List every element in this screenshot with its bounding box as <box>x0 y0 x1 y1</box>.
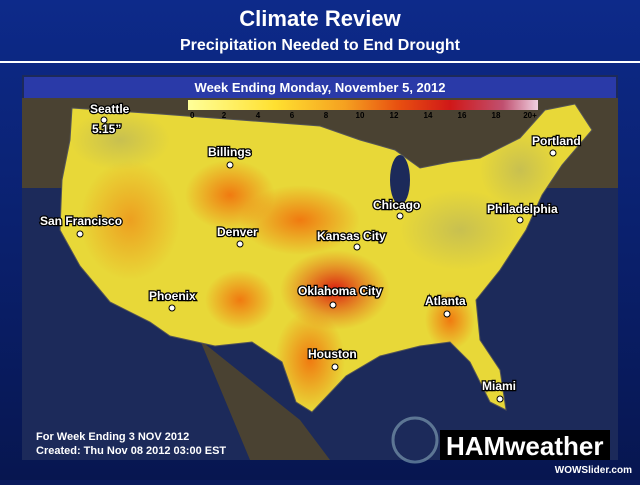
mexico <box>200 340 330 460</box>
city-value: 5.15” <box>92 122 121 136</box>
legend-label: 14 <box>424 111 433 120</box>
legend-label: 0 <box>190 111 195 120</box>
subtitle: Precipitation Needed to End Drought <box>180 37 461 54</box>
logo: HAMweather <box>446 431 603 461</box>
city-label: Chicago <box>373 198 420 212</box>
logo-icon <box>391 416 439 464</box>
city-label: Seattle <box>90 102 130 116</box>
legend-label: 20+ <box>523 111 537 120</box>
city-dot <box>331 363 339 371</box>
city-dot <box>100 116 108 124</box>
city-label: Miami <box>482 379 516 393</box>
legend-label: 2 <box>222 111 227 120</box>
city-label: Phoenix <box>149 289 196 303</box>
city-dot <box>516 216 524 224</box>
city-label: Kansas City <box>317 229 386 243</box>
city-dot <box>226 161 234 169</box>
city-label: San Francisco <box>40 214 122 228</box>
footer-line: Created: Thu Nov 08 2012 03:00 EST <box>36 445 226 457</box>
city-label: Billings <box>208 145 252 159</box>
legend-label: 8 <box>324 111 329 120</box>
legend-label: 10 <box>356 111 365 120</box>
footer-line: For Week Ending 3 NOV 2012 <box>36 431 189 443</box>
city-dot <box>76 230 84 238</box>
title: Climate Review <box>239 6 401 31</box>
city-dot <box>329 301 337 309</box>
city-label: Portland <box>532 134 581 148</box>
city-dot <box>496 395 504 403</box>
city-dot <box>443 310 451 318</box>
logo-box <box>440 430 610 460</box>
legend-label: 4 <box>256 111 261 120</box>
city-label: Oklahoma City <box>298 284 382 298</box>
lake <box>390 155 410 205</box>
map-title-bar <box>24 77 616 98</box>
map-title: Week Ending Monday, November 5, 2012 <box>195 80 446 95</box>
city-label: Atlanta <box>425 294 466 308</box>
city-label: Houston <box>308 347 357 361</box>
watermark: WOWSlider.com <box>555 465 632 476</box>
legend-label: 16 <box>458 111 467 120</box>
legend-bar <box>188 100 538 110</box>
legend-label: 18 <box>492 111 501 120</box>
city-dot <box>549 149 557 157</box>
legend-label: 12 <box>390 111 399 120</box>
city-dot <box>396 212 404 220</box>
city-dot <box>168 304 176 312</box>
city-label: Denver <box>217 225 258 239</box>
city-dot <box>236 240 244 248</box>
city-label: Philadelphia <box>487 202 558 216</box>
city-dot <box>353 243 361 251</box>
legend-label: 6 <box>290 111 295 120</box>
